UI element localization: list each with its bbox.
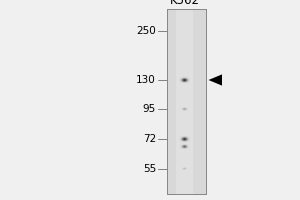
Text: 95: 95: [143, 104, 156, 114]
Text: 250: 250: [136, 26, 156, 36]
Polygon shape: [208, 74, 222, 86]
Text: 72: 72: [143, 134, 156, 144]
Bar: [176, 9, 193, 194]
Bar: [167, 9, 206, 194]
Bar: [167, 9, 206, 194]
Text: K562: K562: [169, 0, 200, 7]
Text: 55: 55: [143, 164, 156, 174]
Text: 130: 130: [136, 75, 156, 85]
